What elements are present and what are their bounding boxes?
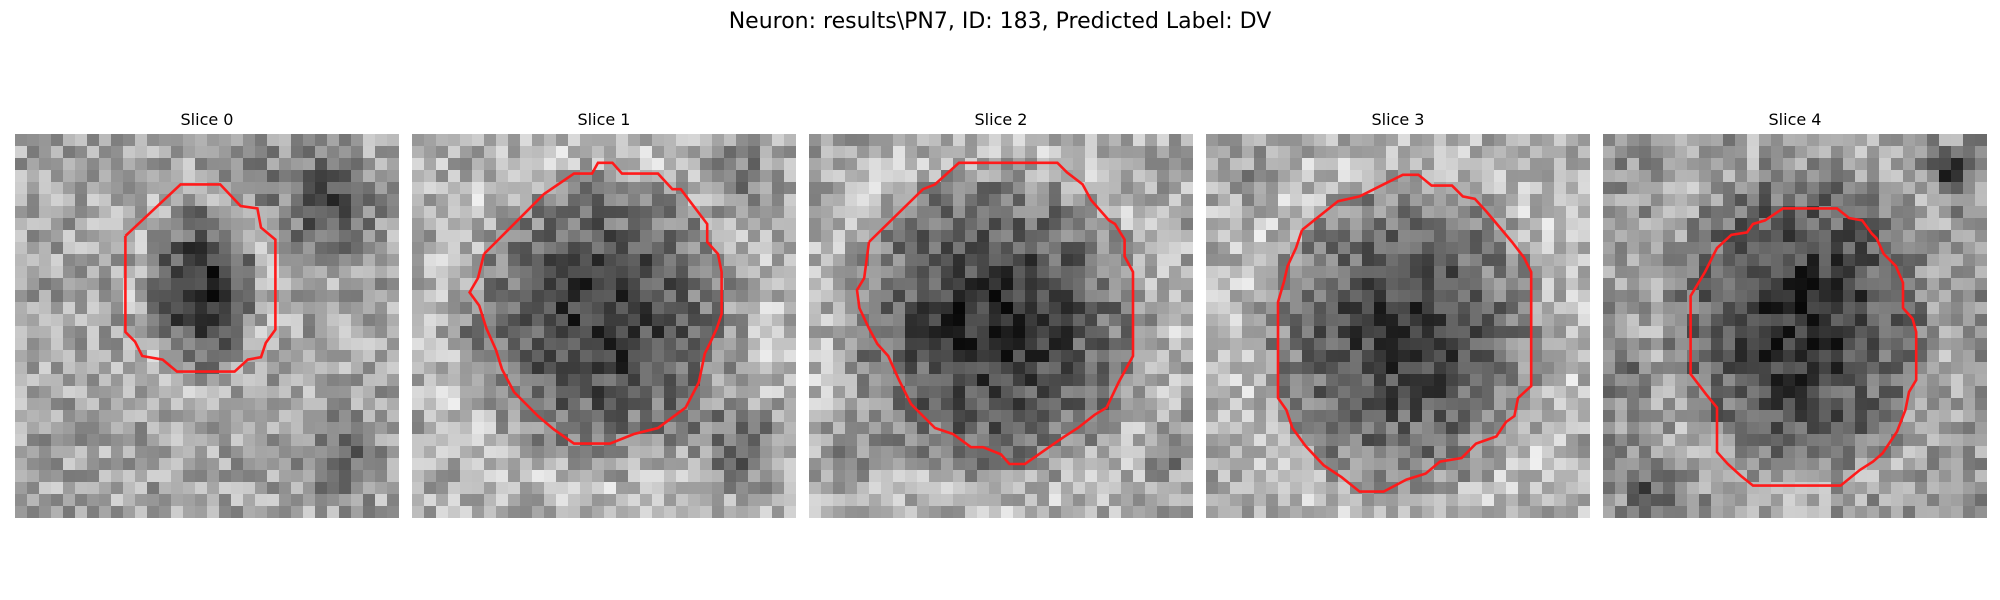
segmentation-outline	[1276, 173, 1533, 493]
slice-pixels	[1603, 134, 1987, 518]
panel-title: Slice 3	[1371, 110, 1425, 129]
slice-pixels	[412, 134, 796, 518]
slice-pixels	[1206, 134, 1590, 518]
slice-image	[809, 134, 1193, 518]
slice-svg	[809, 134, 1193, 518]
segmentation-outline	[855, 161, 1135, 466]
segmentation-outline	[124, 183, 277, 373]
slice-image	[1206, 134, 1590, 518]
panel-title: Slice 4	[1768, 110, 1822, 129]
segmentation-outline	[468, 161, 723, 445]
slice-svg	[1206, 134, 1590, 518]
slice-svg	[15, 134, 399, 518]
slice-image	[1603, 134, 1987, 518]
panel-title: Slice 1	[577, 110, 631, 129]
slice-pixels	[15, 134, 399, 518]
segmentation-outline	[1689, 207, 1918, 487]
slice-svg	[1603, 134, 1987, 518]
panel-title: Slice 0	[180, 110, 234, 129]
slice-image	[15, 134, 399, 518]
slice-pixels	[809, 134, 1193, 518]
figure-title: Neuron: results\PN7, ID: 183, Predicted …	[728, 9, 1272, 34]
slice-image	[412, 134, 796, 518]
panel-title: Slice 2	[974, 110, 1028, 129]
slice-svg	[412, 134, 796, 518]
